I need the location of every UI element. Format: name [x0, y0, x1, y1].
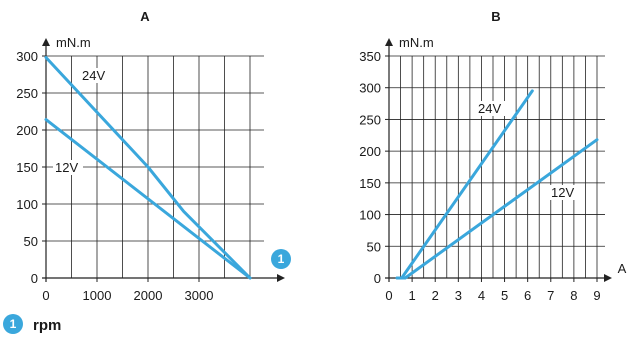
series-line-24v: [395, 89, 534, 280]
series-line-24v: [44, 56, 252, 280]
y-tick-label: 0: [31, 271, 38, 286]
y-tick-label: 300: [359, 81, 381, 96]
y-tick-label: 0: [374, 271, 381, 286]
series-label-24v: 24V: [478, 101, 501, 116]
y-axis-label: mN.m: [56, 35, 91, 50]
x-tick-label: 0: [42, 288, 49, 303]
x-axis-arrow: [604, 274, 612, 282]
x-axis-callout-number: 1: [278, 252, 285, 266]
x-tick-label: 0: [385, 288, 392, 303]
y-axis-arrow: [385, 38, 393, 46]
x-tick-label: 9: [593, 288, 600, 303]
y-tick-label: 100: [16, 197, 38, 212]
series-label-12v: 12V: [55, 160, 78, 175]
x-tick-label: 3000: [185, 288, 214, 303]
y-tick-label: 150: [359, 176, 381, 191]
chart-title: A: [140, 9, 150, 24]
y-tick-label: 300: [16, 49, 38, 64]
legend-rpm-label: rpm: [33, 317, 61, 334]
x-tick-label: 7: [547, 288, 554, 303]
series-label-bg: [53, 160, 83, 175]
series-label-24v: 24V: [82, 68, 105, 83]
x-axis-callout-circle: [271, 249, 291, 269]
series-line-12v: [395, 138, 599, 280]
series-label-12v: 12V: [551, 185, 574, 200]
x-axis-label: A: [618, 261, 627, 276]
x-tick-label: 2: [432, 288, 439, 303]
x-tick-label: 5: [501, 288, 508, 303]
series-label-bg: [476, 101, 506, 116]
y-tick-label: 150: [16, 160, 38, 175]
series-line-12v: [44, 118, 252, 280]
x-tick-label: 8: [570, 288, 577, 303]
legend-callout-number: 1: [10, 317, 17, 331]
x-tick-label: 1000: [83, 288, 112, 303]
x-tick-label: 4: [478, 288, 485, 303]
y-axis-label: mN.m: [399, 35, 434, 50]
x-tick-label: 2000: [134, 288, 163, 303]
y-tick-label: 50: [24, 234, 38, 249]
chart-title: B: [491, 9, 500, 24]
x-tick-label: 6: [524, 288, 531, 303]
chart-b: BmN.m A 0 50 100 150 200 250 300 350 0 1 2 3 4 5 6 7 8 9 24V…: [359, 9, 626, 303]
y-tick-label: 350: [359, 49, 381, 64]
y-tick-label: 250: [16, 86, 38, 101]
y-tick-label: 250: [359, 112, 381, 127]
legend: 1 rpm: [3, 314, 61, 334]
y-tick-label: 100: [359, 208, 381, 223]
legend-callout-circle: [3, 314, 23, 334]
x-axis-arrow: [277, 274, 285, 282]
y-tick-label: 200: [16, 123, 38, 138]
y-tick-label: 50: [367, 239, 381, 254]
x-tick-label: 3: [455, 288, 462, 303]
y-axis-arrow: [42, 38, 50, 46]
x-tick-label: 1: [408, 288, 415, 303]
series-label-bg: [549, 185, 579, 200]
y-tick-label: 200: [359, 144, 381, 159]
series-label-bg: [80, 68, 110, 83]
